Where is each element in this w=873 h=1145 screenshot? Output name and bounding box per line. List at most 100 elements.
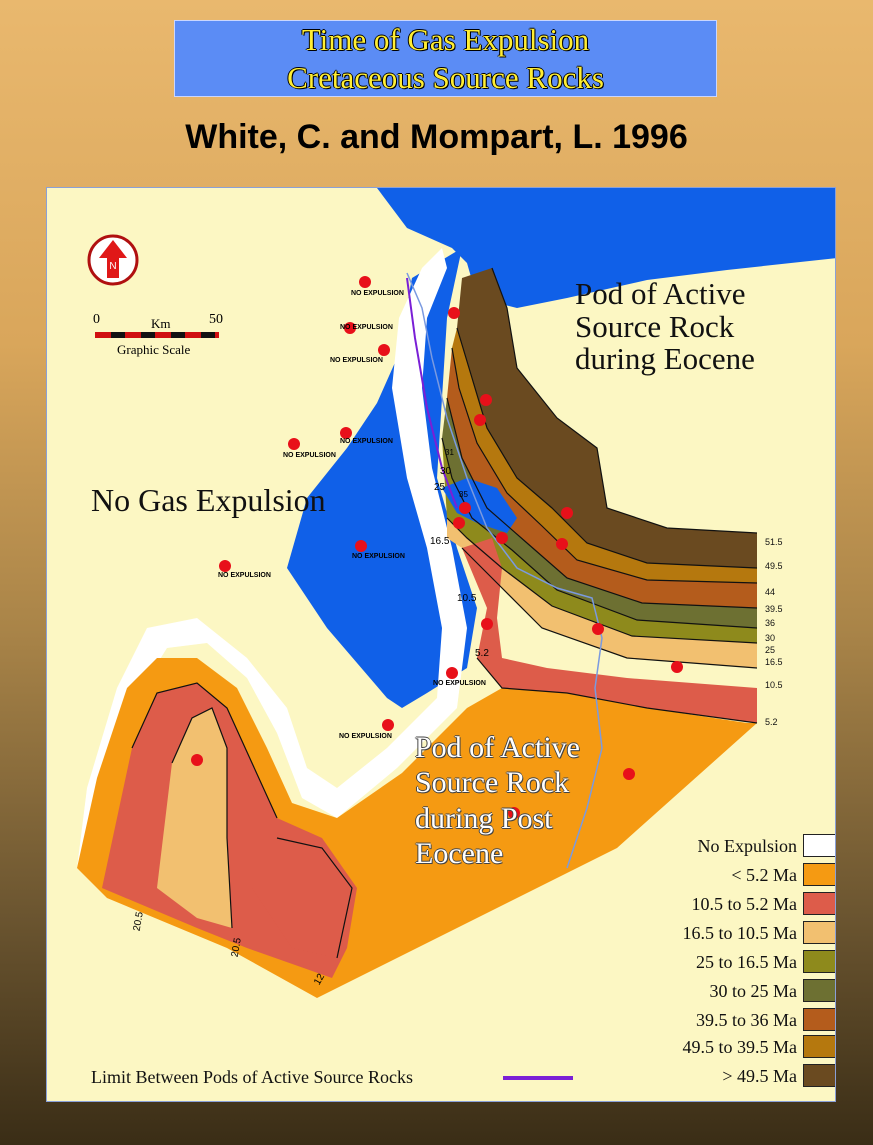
pod-eocene-line-3: during Eocene [575,341,755,377]
contour-value-inner-31: 31 [445,448,454,457]
well [453,517,465,529]
legend-swatch [803,1035,835,1058]
well [508,807,520,819]
contour-value: 36 [765,618,776,628]
title-line-2: Cretaceous Source Rocks [287,59,604,95]
legend-item: No Expulsion [607,834,835,860]
scale-caption: Graphic Scale [117,342,191,357]
well [340,427,352,439]
river [406,272,603,869]
legend-label: > 49.5 Ma [722,1066,797,1086]
legend-swatch [803,1008,835,1031]
legend-item: 30 to 25 Ma [607,979,835,1005]
no-expulsion-label: NO EXPULSION [339,733,392,740]
no-expulsion-label: NO EXPULSION [340,438,393,445]
contour-value: 16.5 [765,657,783,667]
well [378,344,390,356]
pod-post-line-3: during Post [415,801,553,835]
well [344,322,356,334]
pod-limit-line [406,277,458,509]
no-gas-expulsion-label: No Gas Expulsion [91,482,326,518]
no-expulsion-label: NO EXPULSION [330,357,383,364]
contour-value-inner-35: 35 [459,490,468,499]
legend-item: 39.5 to 36 Ma [607,1008,835,1034]
legend-label: < 5.2 Ma [731,865,797,885]
legend-label: No Expulsion [697,836,797,856]
contour-value-inner-16-5: 16.5 [430,536,450,547]
scale-unit: Km [151,316,171,331]
scale-start: 0 [93,312,100,327]
contour-value: 25 [765,645,776,655]
legend-label: 39.5 to 36 Ma [696,1010,797,1030]
map-drawing [77,188,835,998]
no-expulsion-label: NO EXPULSION [340,324,393,331]
contour-value: 30 [765,633,776,643]
well [355,540,367,552]
pod-west-inlay [252,838,352,958]
no-expulsion-label: NO EXPULSION [351,290,404,297]
north-arrow-icon: N [87,234,139,286]
legend-label: 16.5 to 10.5 Ma [682,923,798,943]
contour-value-inner-10-5: 10.5 [457,593,477,604]
legend-swatch [803,1064,835,1087]
legend-label: 30 to 25 Ma [709,981,798,1001]
pod-west-tan [157,708,232,928]
no-expulsion-label: NO EXPULSION [283,452,336,459]
well [219,560,231,572]
band-blue-core [442,478,517,533]
legend-item: 10.5 to 5.2 Ma [607,892,835,918]
legend-swatch [803,863,835,886]
well [359,276,371,288]
wells [191,276,683,819]
legend-label: 25 to 16.5 Ma [696,952,797,972]
pod-eocene-line-2: Source Rock [575,308,735,344]
no-expulsion-band [77,248,467,868]
legend-item: < 5.2 Ma [607,863,835,889]
contour-value: 51.5 [765,537,783,547]
limit-label: Limit Between Pods of Active Source Rock… [91,1067,413,1087]
contour-value: 49.5 [765,561,783,571]
north-label: N [109,261,116,272]
legend-item: > 49.5 Ma [607,1064,835,1090]
legend-swatch [803,979,835,1002]
pod-eocene-line-1: Pod of Active [575,276,746,311]
graphic-scale: 0 Km 50 Graphic Scale [93,310,233,358]
pod-post-line-1: Pod of Active [415,731,580,764]
pod-post-line-2: Source Rock [415,766,570,800]
contour-value: 39.5 [765,604,783,614]
well [481,618,493,630]
well [288,438,300,450]
well [474,414,486,426]
well [446,667,458,679]
legend-swatch [803,950,835,973]
no-expulsion-label: NO EXPULSION [352,553,405,560]
contour-value-inner-25: 25 [434,482,446,493]
pod-post-eocene-label: Pod of Active Source Rock during Post Eo… [415,730,580,872]
no-expulsion-label: NO EXPULSION [218,572,271,579]
well [382,719,394,731]
legend-item: 25 to 16.5 Ma [607,950,835,976]
scale-bar [95,332,219,338]
contour-value: 10.5 [765,680,783,690]
well [459,502,471,514]
limit-line-sample [503,1076,573,1080]
title-line-1: Time of Gas Expulsion [301,21,590,57]
no-expulsion-label: NO EXPULSION [433,680,486,687]
band-10-5-5-2 [462,538,757,723]
legend-item: 49.5 to 39.5 Ma [607,1035,835,1061]
scale-end: 50 [209,312,223,327]
contour-lines [131,267,758,959]
legend-swatch [803,892,835,915]
legend-item: 16.5 to 10.5 Ma [607,921,835,947]
water-bay [287,248,477,708]
well [191,754,203,766]
contour-value: 44 [765,587,776,597]
well [592,623,604,635]
contour-value-inner-5-2: 5.2 [475,648,489,659]
well [556,538,568,550]
legend-label: 10.5 to 5.2 Ma [691,894,798,914]
well [496,532,508,544]
pod-post-line-4: Eocene [415,837,504,871]
title-box: Time of Gas Expulsion Cretaceous Source … [174,20,717,97]
map-frame: N 0 Km 50 Graphic Scale No Gas Expulsion… [46,187,836,1102]
